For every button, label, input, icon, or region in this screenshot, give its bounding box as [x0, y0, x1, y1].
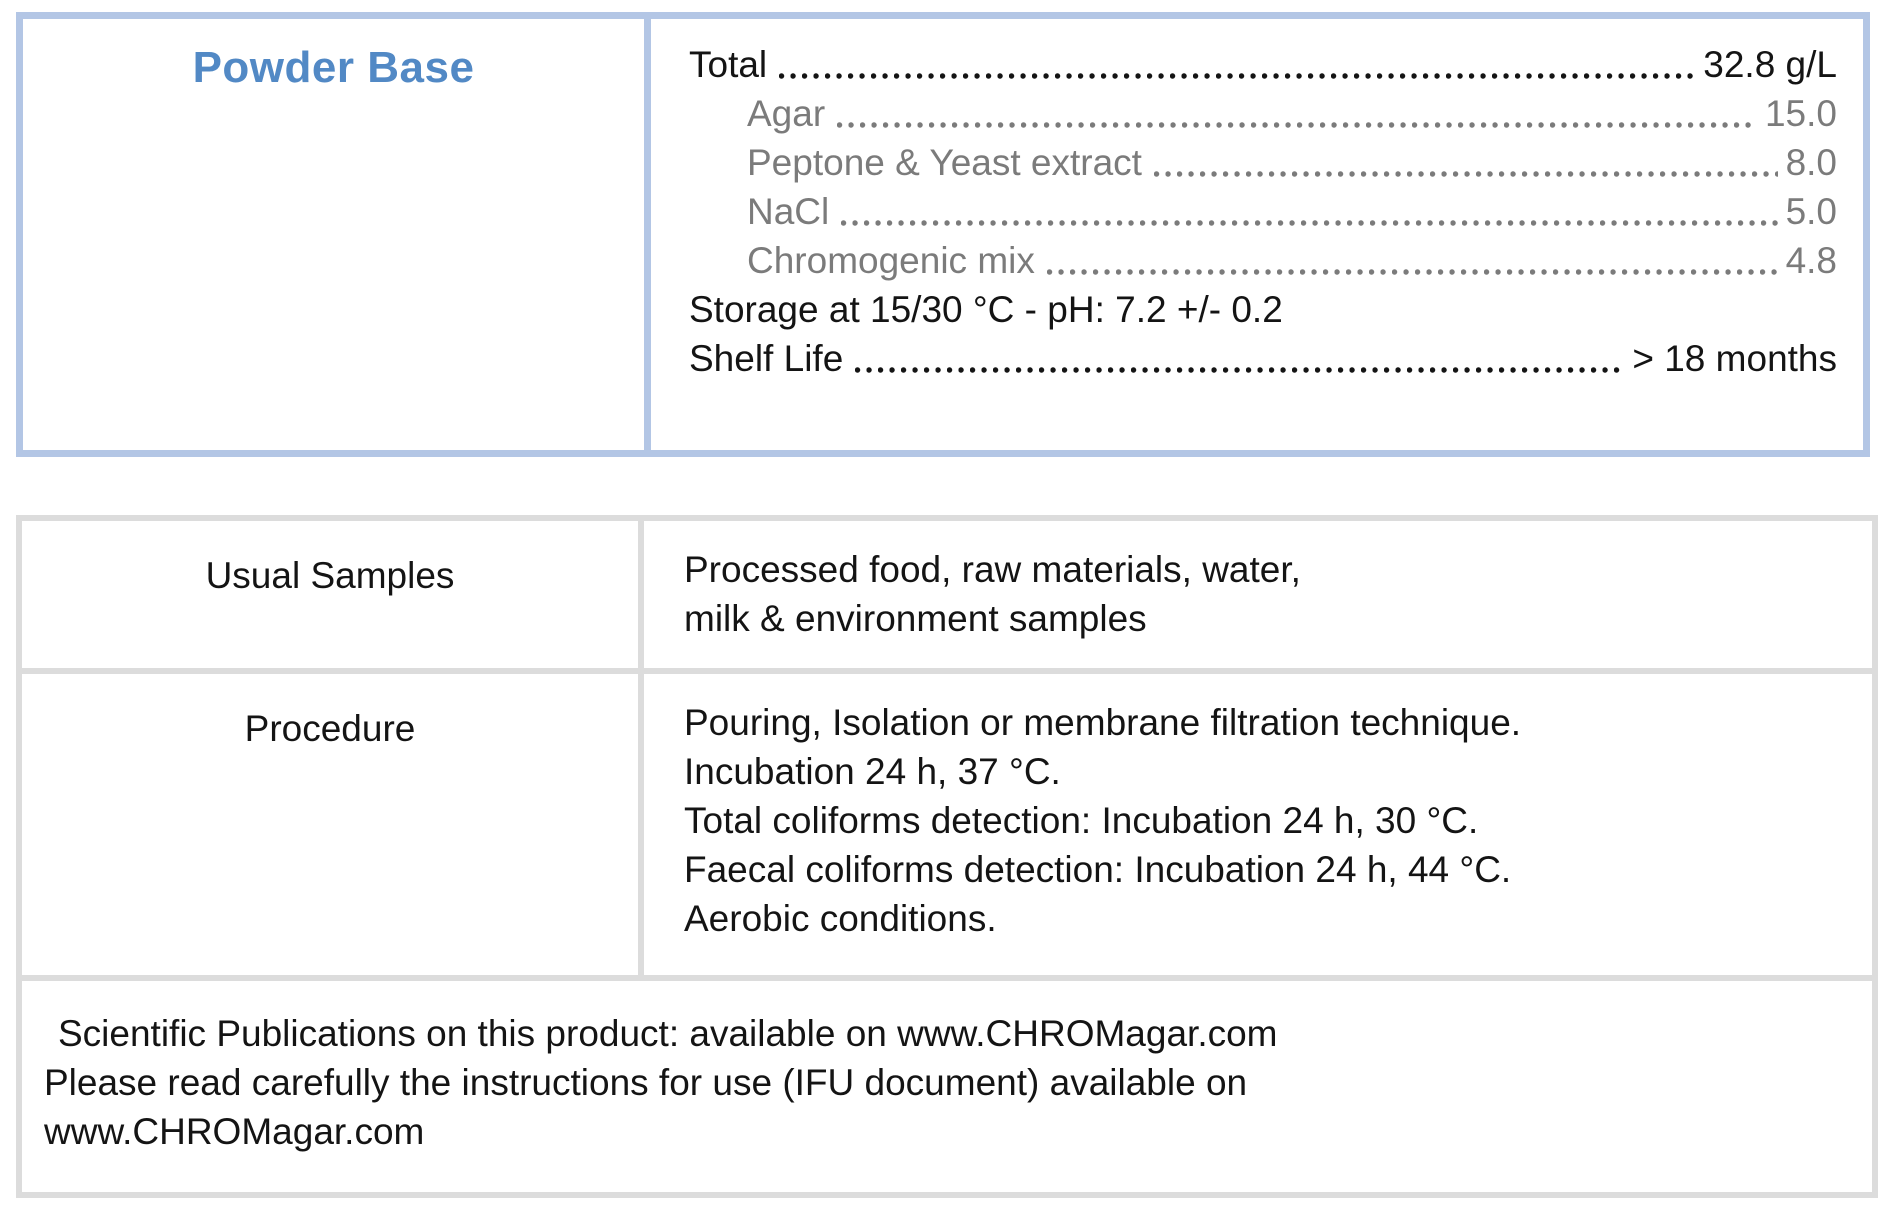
powder-base-composition-cell: Total 32.8 g/L Agar 15.0 Peptone & Yeast… — [644, 19, 1863, 450]
dot-leader — [1153, 169, 1778, 179]
procedure-line: Faecal coliforms detection: Incubation 2… — [684, 849, 1512, 890]
ingredient-row-chromogenic-mix: Chromogenic mix 4.8 — [689, 236, 1837, 285]
total-value: 32.8 g/L — [1703, 44, 1837, 85]
shelf-life-value: > 18 months — [1632, 338, 1837, 379]
ingredient-label: NaCl — [747, 191, 830, 232]
procedure-line: Incubation 24 h, 37 °C. — [684, 751, 1061, 792]
usual-samples-line: milk & environment samples — [684, 598, 1147, 639]
table-row-usual-samples: Usual Samples Processed food, raw materi… — [22, 521, 1872, 668]
ingredient-label: Chromogenic mix — [747, 240, 1035, 281]
ingredient-value: 5.0 — [1785, 191, 1837, 232]
ingredient-row-agar: Agar 15.0 — [689, 89, 1837, 138]
table-row-procedure: Procedure Pouring, Isolation or membrane… — [22, 668, 1872, 975]
ingredient-label: Peptone & Yeast extract — [747, 142, 1142, 183]
procedure-line: Pouring, Isolation or membrane filtratio… — [684, 702, 1522, 743]
dot-leader — [837, 120, 1757, 130]
ingredient-value: 15.0 — [1764, 93, 1837, 134]
usual-samples-line: Processed food, raw materials, water, — [684, 549, 1301, 590]
powder-base-title: Powder Base — [192, 43, 475, 92]
procedure-line: Total coliforms detection: Incubation 24… — [684, 800, 1479, 841]
usual-samples-label-cell: Usual Samples — [22, 521, 644, 668]
footer-line-ifu: Please read carefully the instructions f… — [44, 1062, 1248, 1103]
ingredient-value: 8.0 — [1785, 142, 1837, 183]
ingredient-value: 4.8 — [1785, 240, 1837, 281]
dot-leader — [779, 71, 1696, 81]
dot-leader — [855, 365, 1625, 375]
composition-total-row: Total 32.8 g/L — [689, 40, 1837, 89]
storage-ph-line: Storage at 15/30 °C - pH: 7.2 +/- 0.2 — [689, 289, 1283, 330]
procedure-line: Aerobic conditions. — [684, 898, 997, 939]
shelf-life-label: Shelf Life — [689, 338, 844, 379]
ingredient-row-peptone: Peptone & Yeast extract 8.0 — [689, 138, 1837, 187]
shelf-life-row: Shelf Life > 18 months — [689, 334, 1837, 383]
procedure-label-cell: Procedure — [22, 674, 644, 975]
dot-leader — [1046, 267, 1778, 277]
footer-line-website: www.CHROMagar.com — [44, 1111, 425, 1152]
procedure-label: Procedure — [244, 708, 416, 749]
usual-samples-content-cell: Processed food, raw materials, water, mi… — [644, 521, 1872, 668]
ingredient-label: Agar — [747, 93, 826, 134]
dot-leader — [841, 218, 1778, 228]
powder-base-header-cell: Powder Base — [23, 19, 644, 450]
info-table: Usual Samples Processed food, raw materi… — [16, 515, 1878, 1198]
table-footer-notes: Scientific Publications on this product:… — [22, 975, 1872, 1192]
usual-samples-label: Usual Samples — [205, 555, 455, 596]
ingredient-row-nacl: NaCl 5.0 — [689, 187, 1837, 236]
footer-line-publications: Scientific Publications on this product:… — [58, 1013, 1278, 1054]
powder-base-section: Powder Base Total 32.8 g/L Agar 15.0 Pep… — [16, 12, 1870, 457]
total-label: Total — [689, 44, 768, 85]
procedure-content-cell: Pouring, Isolation or membrane filtratio… — [644, 674, 1872, 975]
